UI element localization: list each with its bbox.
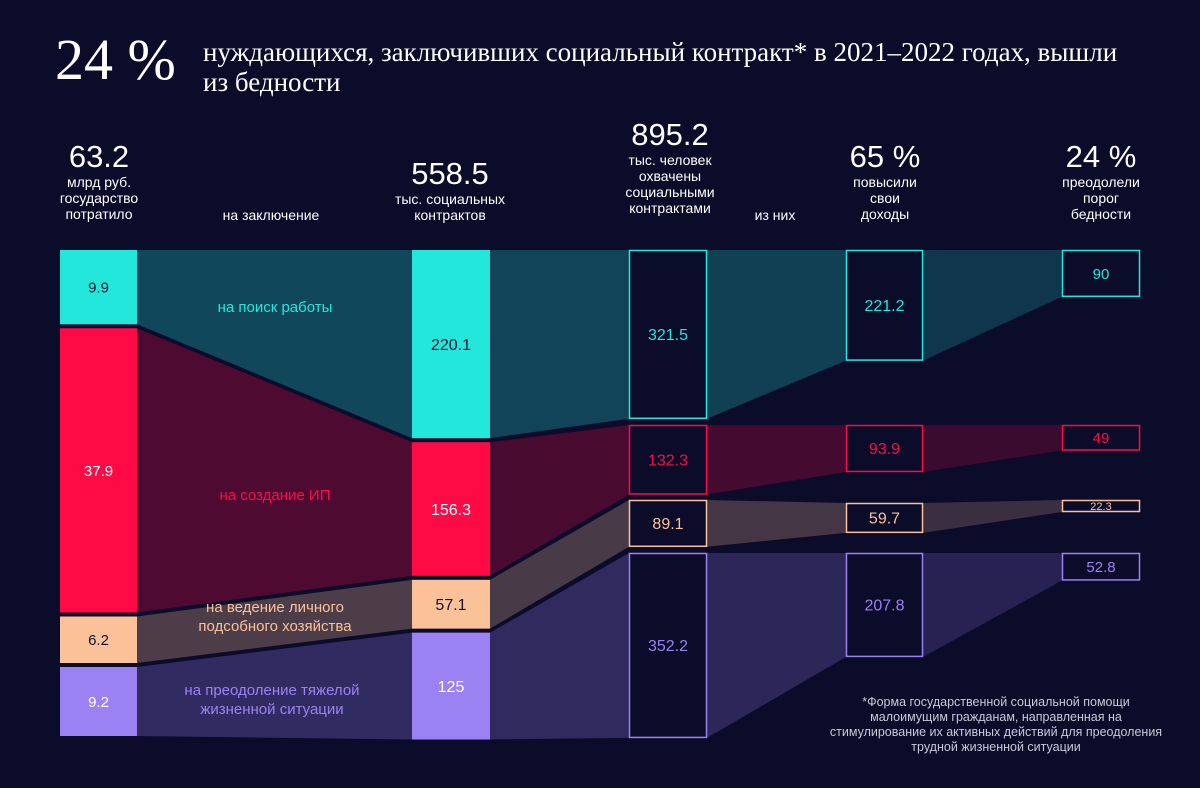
category-label-farm: на ведение личного подсобного хозяйства — [198, 599, 352, 635]
node-income_up-business — [845, 424, 924, 473]
footnote: *Форма государственной социальной помощи… — [829, 695, 1163, 754]
value-label-contracts-farm: 57.1 — [435, 597, 466, 614]
flow-business-spent-to-contracts — [137, 328, 412, 613]
value-label-spent-hardship: 9.2 — [88, 694, 109, 711]
value-label-contracts-job: 220.1 — [431, 337, 471, 354]
col-head-contracts: 558.5 тыс. социальных контрактов — [380, 156, 520, 224]
category-label-job: на поиск работы — [218, 299, 333, 316]
col-spent-value: 63.2 — [68, 139, 130, 174]
node-people-hardship — [628, 552, 708, 739]
value-label-out_of_poverty-farm: 22.3 — [1090, 501, 1111, 513]
category-label-business: на создание ИП — [219, 487, 330, 504]
node-spent-hardship — [60, 667, 137, 736]
node-out_of_poverty-farm — [1061, 499, 1141, 513]
flow-job-people-to-income_up — [707, 250, 846, 419]
flow-business-contracts-to-people — [490, 425, 629, 576]
flow-job-contracts-to-people — [490, 250, 629, 439]
flow-farm-spent-to-contracts — [137, 579, 412, 663]
value-label-people-hardship: 352.2 — [648, 638, 688, 655]
headline-percent: 24 % — [55, 27, 176, 92]
value-label-spent-business: 37.9 — [84, 463, 113, 480]
col-head-covered: 895.2 тыс. человек охвачены социальными … — [595, 117, 745, 217]
flow-hardship-contracts-to-people — [490, 553, 629, 740]
node-spent-job — [60, 250, 137, 325]
col-income-caption: повысили свои доходы — [853, 174, 917, 222]
node-out_of_poverty-business — [1061, 424, 1141, 451]
flow-farm-contracts-to-people — [490, 500, 629, 629]
col-head-income: 65 % повысили свои доходы — [815, 139, 955, 223]
value-label-people-job: 321.5 — [648, 327, 688, 344]
node-spent-farm — [60, 616, 137, 663]
node-income_up-farm — [845, 502, 924, 534]
value-label-out_of_poverty-business: 49 — [1093, 430, 1110, 447]
value-label-people-farm: 89.1 — [652, 516, 683, 533]
col-contracts-value: 558.5 — [411, 156, 489, 191]
node-out_of_poverty-job — [1061, 249, 1141, 298]
col-poverty-value: 24 % — [1065, 139, 1137, 174]
value-label-income_up-hardship: 207.8 — [864, 598, 904, 615]
node-income_up-job — [845, 249, 924, 361]
value-label-contracts-hardship: 125 — [438, 679, 465, 696]
flow-farm-income_up-to-out_of_poverty — [923, 500, 1062, 533]
value-label-spent-farm: 6.2 — [88, 632, 109, 649]
headline-text: нуждающихся, заключивших социальный конт… — [203, 37, 1118, 97]
col-spent-caption: млрд руб. государство потратило — [59, 174, 139, 222]
col-contracts-caption: тыс. социальных контрактов — [394, 191, 506, 223]
col-head-poverty: 24 % преодолели порог бедности — [1031, 139, 1171, 223]
flow-farm-people-to-income_up — [707, 500, 846, 547]
flow-job-income_up-to-out_of_poverty — [923, 250, 1062, 361]
flow-business-income_up-to-out_of_poverty — [923, 425, 1062, 472]
node-people-business — [628, 424, 708, 495]
node-out_of_poverty-hardship — [1061, 552, 1141, 581]
node-spent-business — [60, 328, 137, 613]
value-label-income_up-business: 93.9 — [869, 441, 900, 458]
node-people-farm — [628, 499, 708, 548]
node-contracts-hardship — [412, 632, 490, 740]
value-label-out_of_poverty-hardship: 52.8 — [1086, 559, 1115, 576]
col-of-them: из них — [754, 207, 796, 223]
flow-business-people-to-income_up — [707, 425, 846, 495]
flow-hardship-people-to-income_up — [707, 553, 846, 738]
value-label-income_up-farm: 59.7 — [869, 511, 900, 528]
node-income_up-hardship — [845, 552, 924, 658]
category-label-hardship: на преодоление тяжелой жизненной ситуации — [184, 682, 359, 718]
node-contracts-business — [412, 442, 490, 576]
value-label-out_of_poverty-job: 90 — [1093, 266, 1110, 283]
value-label-contracts-business: 156.3 — [431, 502, 471, 519]
value-label-income_up-job: 221.2 — [864, 298, 904, 315]
col-poverty-caption: преодолели порог бедности — [1062, 174, 1140, 222]
node-contracts-farm — [412, 579, 490, 629]
flow-hardship-spent-to-contracts — [137, 632, 412, 740]
col-covered-value: 895.2 — [631, 117, 709, 152]
value-label-spent-job: 9.9 — [88, 280, 109, 297]
flow-job-spent-to-contracts — [137, 250, 412, 439]
flow-hardship-income_up-to-out_of_poverty — [923, 553, 1062, 657]
value-label-people-business: 132.3 — [648, 452, 688, 469]
col-income-value: 65 % — [849, 139, 921, 174]
col-head-spent: 63.2 млрд руб. государство потратило — [34, 139, 164, 223]
node-people-job — [628, 249, 708, 420]
node-contracts-job — [412, 250, 490, 439]
col-for-conclusion: на заключение — [222, 207, 320, 223]
col-covered-caption: тыс. человек охвачены социальными контра… — [625, 152, 715, 216]
